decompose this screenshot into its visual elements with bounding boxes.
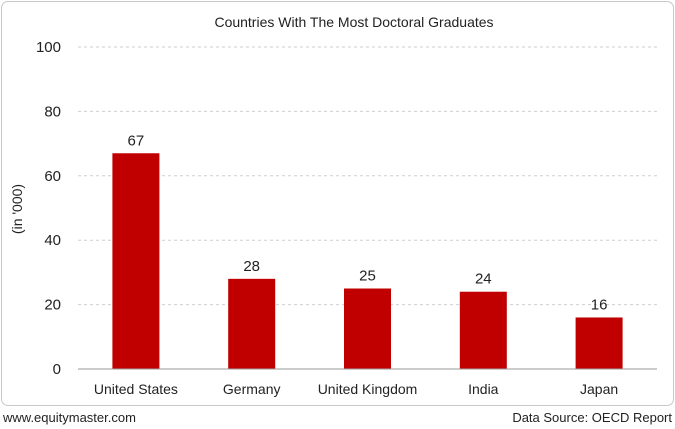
x-tick-label: Germany [223,381,281,397]
data-label: 16 [591,296,608,313]
gridlines [78,46,657,306]
chart-title: Countries With The Most Doctoral Graduat… [214,14,493,30]
y-tick-label: 60 [44,168,61,185]
y-axis-ticks: 0 20 40 60 80 100 [36,39,61,378]
x-tick-label: United Kingdom [318,381,418,397]
x-axis-ticks: United States Germany United Kingdom India J… [94,381,618,397]
data-label: 24 [475,271,492,288]
y-tick-label: 80 [44,103,61,120]
footer-website: www.equitymaster.com [3,410,136,425]
footer-source: Data Source: OECD Report [512,410,672,425]
y-tick-label: 100 [36,39,61,56]
bar [459,291,507,369]
x-tick-label: Japan [580,381,618,397]
data-label: 25 [359,268,376,285]
y-tick-label: 20 [44,297,61,314]
y-tick-label: 40 [44,232,61,249]
x-tick-label: India [468,381,499,397]
bars [112,153,623,369]
bar [575,317,623,369]
y-axis-label: (in '000) [9,184,25,234]
bar [112,153,160,369]
data-label: 28 [243,258,260,275]
bar [344,288,391,369]
x-tick-label: United States [94,381,178,397]
bar [228,278,276,369]
data-labels: 67 28 25 24 16 [128,132,608,313]
bar-chart: Countries With The Most Doctoral Graduat… [9,14,657,397]
data-label: 67 [128,132,145,149]
y-tick-label: 0 [53,361,61,378]
